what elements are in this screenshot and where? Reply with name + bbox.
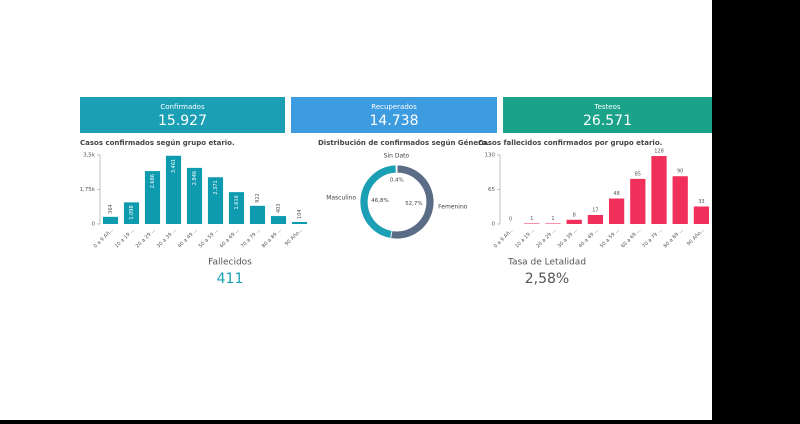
kpi-value: 26.571 [583,113,632,129]
bar [545,223,561,224]
y-tick-label: 130 [485,153,496,159]
y-tick-label: 1,75k [80,187,96,193]
chart-title: Casos fallecidos confirmados por grupo e… [478,139,662,147]
bar [249,205,266,224]
bar [566,219,582,224]
bar [186,167,203,224]
summary-value: 411 [217,271,244,287]
data-label: 90 [677,169,683,175]
bar [144,171,161,224]
summary-label: Fallecidos [208,258,252,268]
data-label: 85 [635,171,641,177]
data-label: 922 [255,193,261,203]
data-label: 128 [654,149,664,155]
bar [524,223,540,224]
data-label: 104 [297,209,303,219]
canvas [80,0,712,420]
data-label: 1 [530,216,533,222]
data-label: 0 [509,217,512,223]
data-label: 2.371 [213,180,219,194]
bar [270,216,287,224]
kpi-tile [291,97,497,133]
data-label: 1 [551,216,554,222]
summary-value: 2,58% [525,271,569,287]
kpi-label: Testeos [593,103,620,111]
kpi-tile [503,97,712,133]
data-label: 48 [613,191,619,197]
slice-name: Femenino [438,203,468,210]
bar [693,206,710,224]
bar [608,198,625,224]
data-label: 8 [573,212,576,218]
slice-value: 0,4% [390,178,404,184]
kpi-tile [80,97,285,133]
bar [123,202,140,224]
bar [165,155,182,224]
data-label: 2.686 [150,174,156,188]
summary-label: Tasa de Letalidad [507,258,586,268]
y-tick-label: 0 [92,222,96,228]
donut-slice [395,164,398,174]
chart-title: Casos confirmados según grupo etario. [80,139,235,147]
bar [228,192,245,224]
slice-value: 52,7% [405,201,422,207]
data-label: 2.846 [192,171,198,185]
kpi-label: Recuperados [371,103,417,111]
y-tick-label: 0 [492,222,496,228]
right-margin [712,0,800,420]
kpi-value: 14.738 [370,113,419,129]
data-label: 1.616 [234,195,240,209]
left-margin [0,0,80,420]
y-tick-label: 65 [488,187,495,193]
data-label: 1.098 [129,205,135,219]
y-tick-label: 3,5k [83,153,96,159]
bar [587,214,604,224]
bar [291,221,308,224]
bar [672,176,688,224]
data-label: 3.461 [171,159,177,173]
slice-name: Masculino [326,194,356,201]
bar [102,216,119,224]
data-label: 17 [592,207,598,213]
bar [207,177,224,224]
kpi-label: Confirmados [160,103,205,111]
data-label: 403 [276,204,282,214]
bar [651,156,667,224]
slice-value: 46,8% [371,198,388,204]
data-label: 33 [698,199,704,205]
bar [630,178,646,224]
chart-title: Distribución de confirmados según Género… [318,139,489,147]
data-label: 364 [108,204,114,214]
slice-name: Sin Dato [384,153,410,160]
kpi-value: 15.927 [158,113,207,129]
